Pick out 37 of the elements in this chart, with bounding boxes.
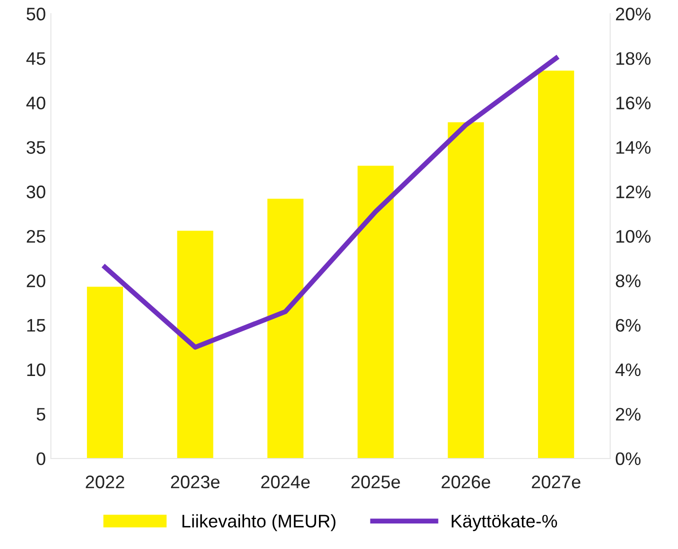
- y2-tick-label: 4%: [615, 363, 641, 376]
- y2-tick-label: 16%: [616, 96, 651, 110]
- y2-tick-label: 10%: [616, 230, 651, 243]
- y2-tick-label: 12%: [616, 186, 651, 198]
- y-tick-label: 20: [26, 274, 46, 288]
- y-tick-label: 0: [36, 452, 46, 466]
- x-tick-label: 2024e: [261, 476, 310, 488]
- y2-tick-label: 8%: [616, 274, 641, 288]
- legend-label: Käyttökate-%: [452, 514, 558, 532]
- x-tick-label: 2027e: [532, 476, 580, 488]
- x-tick-label: 2025e: [351, 476, 400, 488]
- line-series: [102, 56, 558, 350]
- bar: [448, 122, 484, 458]
- y-tick-label: 15: [27, 319, 46, 332]
- y2-tick-label: 6%: [616, 318, 641, 332]
- y2-tick-label: 20%: [616, 8, 651, 20]
- y-tick-label: 30: [26, 186, 46, 198]
- y-tick-label: 5: [36, 408, 46, 421]
- legend-label: Liikevaihto (MEUR): [182, 514, 336, 532]
- x-tick-label: 2022: [86, 476, 124, 488]
- bar: [86, 286, 124, 458]
- x-tick-label: 2023e: [171, 476, 220, 488]
- y-tick-label: 45: [26, 52, 46, 65]
- y2-tick-label: 14%: [616, 141, 651, 154]
- x-tick-label: 2026e: [442, 476, 490, 488]
- y-tick-label: 40: [26, 96, 46, 110]
- bar: [177, 230, 214, 458]
- bar: [267, 198, 304, 458]
- y-tick-label: 35: [26, 141, 46, 154]
- y-tick-label: 10: [27, 363, 46, 376]
- y2-tick-label: 18%: [616, 52, 651, 65]
- y2-tick-label: 2%: [616, 408, 641, 421]
- bar: [358, 166, 394, 458]
- bar: [538, 70, 574, 458]
- y-tick-label: 50: [26, 8, 46, 20]
- y2-tick-label: 0%: [616, 452, 641, 466]
- y-tick-label: 25: [26, 230, 46, 243]
